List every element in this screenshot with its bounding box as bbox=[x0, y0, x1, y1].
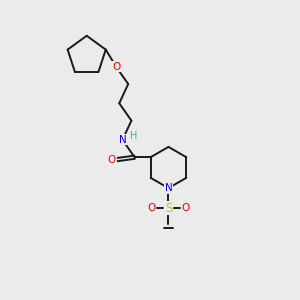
Text: H: H bbox=[130, 131, 137, 141]
Text: S: S bbox=[165, 202, 172, 214]
Text: O: O bbox=[108, 155, 116, 165]
Text: O: O bbox=[112, 62, 120, 72]
Text: N: N bbox=[165, 183, 172, 193]
Text: O: O bbox=[182, 203, 190, 213]
Text: O: O bbox=[147, 203, 155, 213]
Text: N: N bbox=[118, 135, 126, 145]
